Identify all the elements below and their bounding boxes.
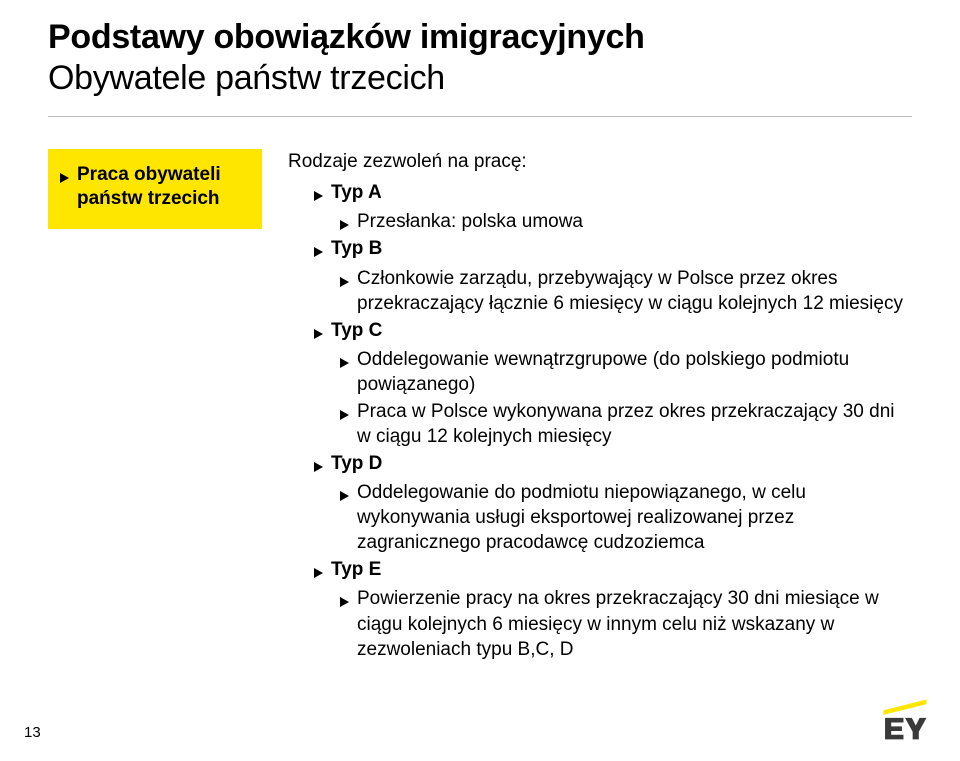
title-divider bbox=[48, 116, 912, 117]
content-row: Praca obywateli państw trzecich Rodzaje … bbox=[48, 149, 912, 663]
type-e: Typ E bbox=[314, 557, 912, 582]
type-c-sub-2-text: Praca w Polsce wykonywana przez okres pr… bbox=[357, 399, 912, 449]
type-c-sub-1: Oddelegowanie wewnątrzgrupowe (do polski… bbox=[340, 347, 912, 397]
type-c-sub-2: Praca w Polsce wykonywana przez okres pr… bbox=[340, 399, 912, 449]
slide-subtitle: Obywatele państw trzecich bbox=[48, 59, 912, 98]
triangle-bullet-icon bbox=[60, 173, 69, 183]
type-b-label: Typ B bbox=[331, 236, 382, 261]
type-a: Typ A bbox=[314, 180, 912, 205]
highlight-line-2: państw trzecich bbox=[77, 188, 220, 209]
type-d: Typ D bbox=[314, 451, 912, 476]
type-b: Typ B bbox=[314, 236, 912, 261]
triangle-bullet-icon bbox=[314, 329, 323, 339]
slide-title: Podstawy obowiązków imigracyjnych bbox=[48, 18, 912, 57]
highlight-line-1: Praca obywateli bbox=[77, 164, 221, 185]
right-column: Rodzaje zezwoleń na pracę: Typ A Przesła… bbox=[288, 149, 912, 663]
type-c-label: Typ C bbox=[331, 318, 382, 343]
page-number: 13 bbox=[24, 724, 41, 741]
type-c-sub-1-text: Oddelegowanie wewnątrzgrupowe (do polski… bbox=[357, 347, 912, 397]
triangle-bullet-icon bbox=[340, 491, 349, 501]
triangle-bullet-icon bbox=[340, 277, 349, 287]
type-a-sub-1: Przesłanka: polska umowa bbox=[340, 209, 912, 234]
highlight-box: Praca obywateli państw trzecich bbox=[48, 149, 262, 229]
type-d-label: Typ D bbox=[331, 451, 382, 476]
triangle-bullet-icon bbox=[340, 220, 349, 230]
triangle-bullet-icon bbox=[314, 247, 323, 257]
type-d-sub-1: Oddelegowanie do podmiotu niepowiązanego… bbox=[340, 480, 912, 555]
type-a-label: Typ A bbox=[331, 180, 382, 205]
left-column: Praca obywateli państw trzecich bbox=[48, 149, 262, 229]
ey-logo-icon bbox=[882, 699, 928, 743]
triangle-bullet-icon bbox=[340, 597, 349, 607]
intro-text: Rodzaje zezwoleń na pracę: bbox=[288, 149, 912, 174]
type-c: Typ C bbox=[314, 318, 912, 343]
triangle-bullet-icon bbox=[314, 568, 323, 578]
type-e-sub-1: Powierzenie pracy na okres przekraczając… bbox=[340, 586, 912, 661]
triangle-bullet-icon bbox=[314, 462, 323, 472]
type-b-sub-1: Członkowie zarządu, przebywający w Polsc… bbox=[340, 266, 912, 316]
type-e-label: Typ E bbox=[331, 557, 381, 582]
type-b-sub-1-text: Członkowie zarządu, przebywający w Polsc… bbox=[357, 266, 912, 316]
triangle-bullet-icon bbox=[340, 410, 349, 420]
type-a-sub-1-text: Przesłanka: polska umowa bbox=[357, 209, 912, 234]
triangle-bullet-icon bbox=[340, 358, 349, 368]
type-d-sub-1-text: Oddelegowanie do podmiotu niepowiązanego… bbox=[357, 480, 912, 555]
triangle-bullet-icon bbox=[314, 191, 323, 201]
type-e-sub-1-text: Powierzenie pracy na okres przekraczając… bbox=[357, 586, 912, 661]
